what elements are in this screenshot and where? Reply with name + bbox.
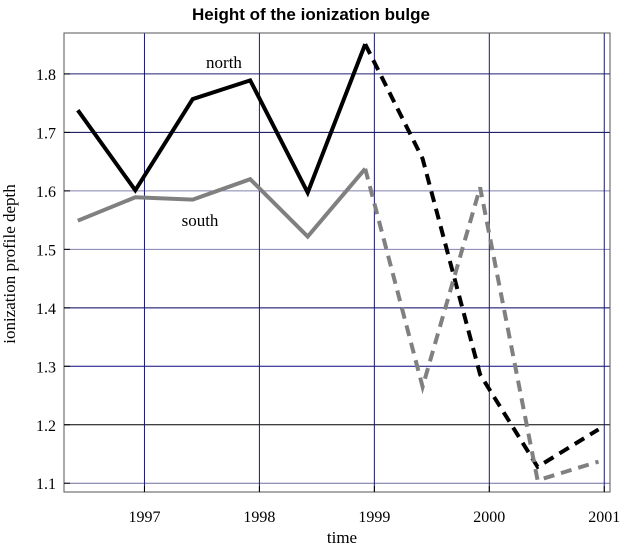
series-label-south: south: [182, 211, 219, 230]
y-tick-label: 1.3: [36, 359, 56, 376]
y-tick-label: 1.4: [36, 301, 56, 318]
y-tick-label: 1.7: [36, 125, 56, 142]
series-north-solid-line: [76, 43, 368, 198]
x-tick-label: 1997: [128, 509, 160, 526]
y-tick-label: 1.6: [36, 184, 56, 201]
x-tick-label: 2000: [473, 509, 505, 526]
series-north-dashed-line: [363, 43, 600, 470]
plot-frame: [63, 32, 611, 493]
chart-title: Height of the ionization bulge: [192, 5, 430, 24]
x-tick-label: 1999: [358, 509, 390, 526]
axis-ticks: 1.1 1.2 1.3 1.4 1.5 1.6 1.7 1.8 1997 1998 1999 2000…: [36, 67, 620, 526]
series-south-solid-line: [77, 167, 367, 240]
y-tick-label: 1.5: [36, 242, 56, 259]
x-tick-label: 1998: [243, 509, 275, 526]
y-axis-label: ionization profile depth: [0, 184, 19, 344]
y-tick-label: 1.1: [36, 476, 56, 493]
grid: [64, 33, 610, 492]
series-lines: [76, 43, 600, 483]
series-label-north: north: [206, 53, 242, 72]
x-axis-label: time: [327, 528, 357, 547]
y-tick-label: 1.2: [36, 418, 56, 435]
series-south-dashed-line: [363, 168, 600, 483]
y-tick-label: 1.8: [36, 67, 56, 84]
x-tick-label: 2001: [588, 509, 620, 526]
